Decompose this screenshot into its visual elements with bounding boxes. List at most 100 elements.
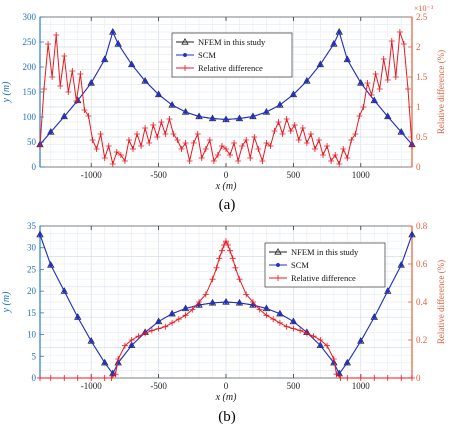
data-point <box>213 264 220 271</box>
data-point <box>186 158 193 164</box>
data-point <box>256 306 263 313</box>
data-point <box>316 137 322 143</box>
data-point <box>376 86 383 92</box>
data-point <box>75 315 80 320</box>
data-point <box>138 143 145 149</box>
data-point <box>372 71 379 77</box>
data-point <box>409 375 415 381</box>
data-point <box>331 41 336 47</box>
data-point <box>250 114 256 119</box>
data-point <box>178 146 185 152</box>
data-point <box>73 98 80 104</box>
data-point <box>324 143 331 149</box>
data-point <box>146 140 153 146</box>
y-right-tick-label: 0.6 <box>416 259 428 269</box>
data-point <box>134 131 141 137</box>
y-right-tick-label: 2 <box>416 42 421 52</box>
data-point <box>227 152 234 158</box>
data-point <box>182 312 189 319</box>
y-right-tick-label: 1 <box>416 102 421 112</box>
data-point <box>368 92 375 98</box>
data-point <box>277 102 282 108</box>
data-point <box>275 275 281 281</box>
data-point <box>102 57 107 62</box>
y-left-tick-label: 300 <box>23 12 37 22</box>
data-point <box>182 65 188 71</box>
data-point <box>264 306 269 311</box>
data-point <box>89 339 94 344</box>
legend-label: SCM <box>198 50 216 60</box>
data-point <box>115 356 122 362</box>
data-point <box>380 56 387 62</box>
data-point <box>181 37 189 45</box>
data-point <box>135 333 142 340</box>
data-point <box>142 125 149 131</box>
data-point <box>102 360 107 365</box>
data-point <box>304 78 309 84</box>
data-point <box>170 131 177 137</box>
data-point <box>190 140 197 146</box>
data-point <box>311 146 318 152</box>
legend-label: Relative difference <box>198 63 263 73</box>
data-point <box>409 143 415 149</box>
data-point <box>130 146 136 152</box>
data-point <box>48 129 53 135</box>
data-point <box>328 158 335 164</box>
data-point <box>218 247 225 254</box>
data-point <box>303 140 310 146</box>
data-point <box>62 114 67 119</box>
data-point <box>61 375 68 381</box>
data-point <box>384 375 391 381</box>
y-left-tick-label: 35 <box>27 221 37 231</box>
data-point <box>121 158 128 164</box>
data-point <box>275 119 282 125</box>
data-point <box>263 140 270 146</box>
data-point <box>249 299 256 305</box>
data-point <box>255 146 262 152</box>
data-point <box>128 337 135 343</box>
data-point <box>388 38 395 44</box>
data-point <box>356 113 363 119</box>
data-point <box>47 375 54 381</box>
legend: NFEM in this study SCM Relative difference <box>171 32 293 78</box>
y-left-tick-label: 10 <box>27 330 37 340</box>
data-point <box>303 330 310 337</box>
data-point <box>236 276 243 283</box>
y-right-tick-label: 2.5 <box>416 12 428 22</box>
data-point <box>110 29 115 35</box>
x-tick-label: 1000 <box>352 381 371 391</box>
data-point <box>333 371 340 378</box>
data-point <box>183 306 188 311</box>
x-tick-label: 0 <box>224 170 229 180</box>
data-point <box>372 98 377 103</box>
legend-label: NFEM in this study <box>198 37 266 47</box>
caption-b: (b) <box>218 409 236 425</box>
data-point <box>409 232 415 237</box>
data-point <box>183 109 188 115</box>
data-point <box>112 371 119 378</box>
data-point <box>340 146 347 152</box>
data-point <box>318 62 323 67</box>
y-left-tick-label: 50 <box>27 137 37 147</box>
data-point <box>307 131 314 137</box>
y-left-tick-label: 15 <box>27 308 37 318</box>
data-point <box>223 117 229 122</box>
legend-label: Relative difference <box>291 273 356 283</box>
y-left-axis-label: y (m) <box>1 291 12 313</box>
data-point <box>291 92 296 97</box>
data-point <box>143 78 148 84</box>
data-point <box>225 242 232 248</box>
data-point <box>283 323 290 330</box>
y-right-axis-label: Relative difference (%) <box>436 50 446 134</box>
data-point <box>49 74 56 80</box>
data-point <box>324 342 331 349</box>
data-point <box>182 140 189 146</box>
data-point <box>357 375 364 381</box>
data-point <box>116 41 121 47</box>
data-point <box>239 143 246 149</box>
data-point <box>344 375 351 381</box>
data-point <box>210 158 217 164</box>
data-point <box>170 102 175 108</box>
data-point <box>57 83 64 89</box>
